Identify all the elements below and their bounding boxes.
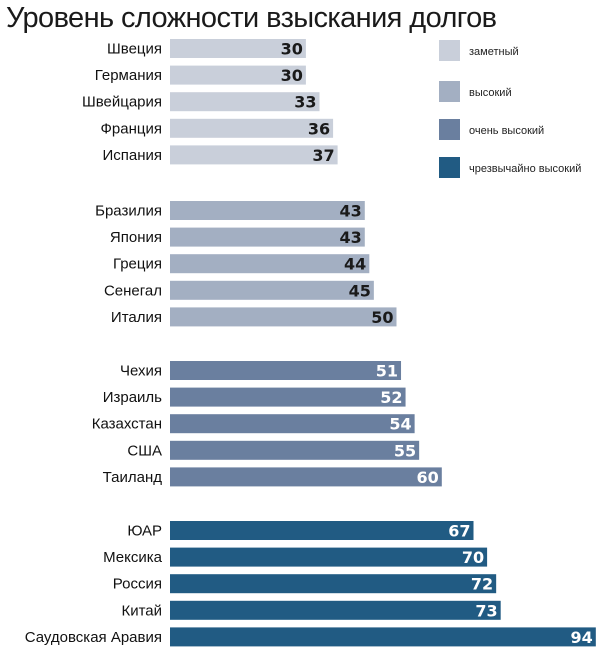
category-label: Швеция <box>107 41 162 58</box>
value-label: 52 <box>380 388 402 407</box>
category-label: Бразилия <box>95 203 162 220</box>
value-label: 94 <box>571 628 593 647</box>
bar <box>170 467 442 487</box>
legend-label: заметный <box>469 46 519 58</box>
value-label: 33 <box>294 93 316 112</box>
legend-swatch <box>439 119 460 140</box>
category-label: Швейцария <box>82 94 162 111</box>
bar <box>170 521 474 540</box>
legend-label: высокий <box>469 87 512 99</box>
bar <box>170 387 406 407</box>
bar <box>170 600 501 620</box>
bar <box>170 574 497 594</box>
value-label: 43 <box>340 202 362 221</box>
category-label: Россия <box>113 576 162 593</box>
bar <box>170 254 370 274</box>
value-label: 50 <box>371 308 393 327</box>
bar <box>170 627 596 647</box>
value-label: 44 <box>344 255 366 274</box>
category-label: Греция <box>113 256 162 273</box>
category-label: Франция <box>101 120 162 137</box>
value-label: 54 <box>389 415 411 434</box>
value-label: 55 <box>394 441 416 460</box>
category-label: Китай <box>121 602 162 619</box>
bar <box>170 118 334 138</box>
value-label: 30 <box>281 40 303 59</box>
value-label: 36 <box>308 119 330 138</box>
category-label: Таиланд <box>103 469 163 486</box>
bar <box>170 65 306 85</box>
value-label: 70 <box>462 548 484 567</box>
value-label: 60 <box>417 468 439 487</box>
bar <box>170 280 374 300</box>
bar <box>170 414 415 434</box>
category-label: Казахстан <box>92 416 162 433</box>
category-label: Япония <box>110 229 162 246</box>
chart-title: Уровень сложности взыскания долгов <box>6 2 497 34</box>
bar <box>170 201 365 220</box>
bar <box>170 39 306 58</box>
bar <box>170 92 320 112</box>
value-label: 30 <box>281 66 303 85</box>
bar <box>170 145 338 165</box>
category-label: США <box>127 442 162 459</box>
value-label: 51 <box>376 362 398 381</box>
bar <box>170 547 488 567</box>
category-label: Испания <box>102 147 162 164</box>
bar <box>170 440 420 460</box>
value-label: 73 <box>475 601 497 620</box>
value-label: 43 <box>340 228 362 247</box>
bar <box>170 227 365 247</box>
value-label: 37 <box>312 146 334 165</box>
category-label: Израиль <box>103 389 162 406</box>
legend-swatch <box>439 157 460 178</box>
value-label: 67 <box>448 522 470 541</box>
bar <box>170 361 402 380</box>
category-label: Сенегал <box>104 282 162 299</box>
category-label: Мексика <box>103 549 163 566</box>
category-label: Саудовская Аравия <box>25 629 162 646</box>
legend-swatch <box>439 40 460 61</box>
legend-label: очень высокий <box>469 125 544 137</box>
category-label: ЮАР <box>127 523 162 540</box>
value-label: 72 <box>471 575 493 594</box>
legend-swatch <box>439 81 460 102</box>
bar <box>170 307 397 327</box>
legend-label: чрезвычайно высокий <box>469 163 581 175</box>
category-label: Чехия <box>120 363 162 380</box>
category-label: Италия <box>111 309 162 326</box>
category-label: Германия <box>95 67 162 84</box>
value-label: 45 <box>349 281 371 300</box>
